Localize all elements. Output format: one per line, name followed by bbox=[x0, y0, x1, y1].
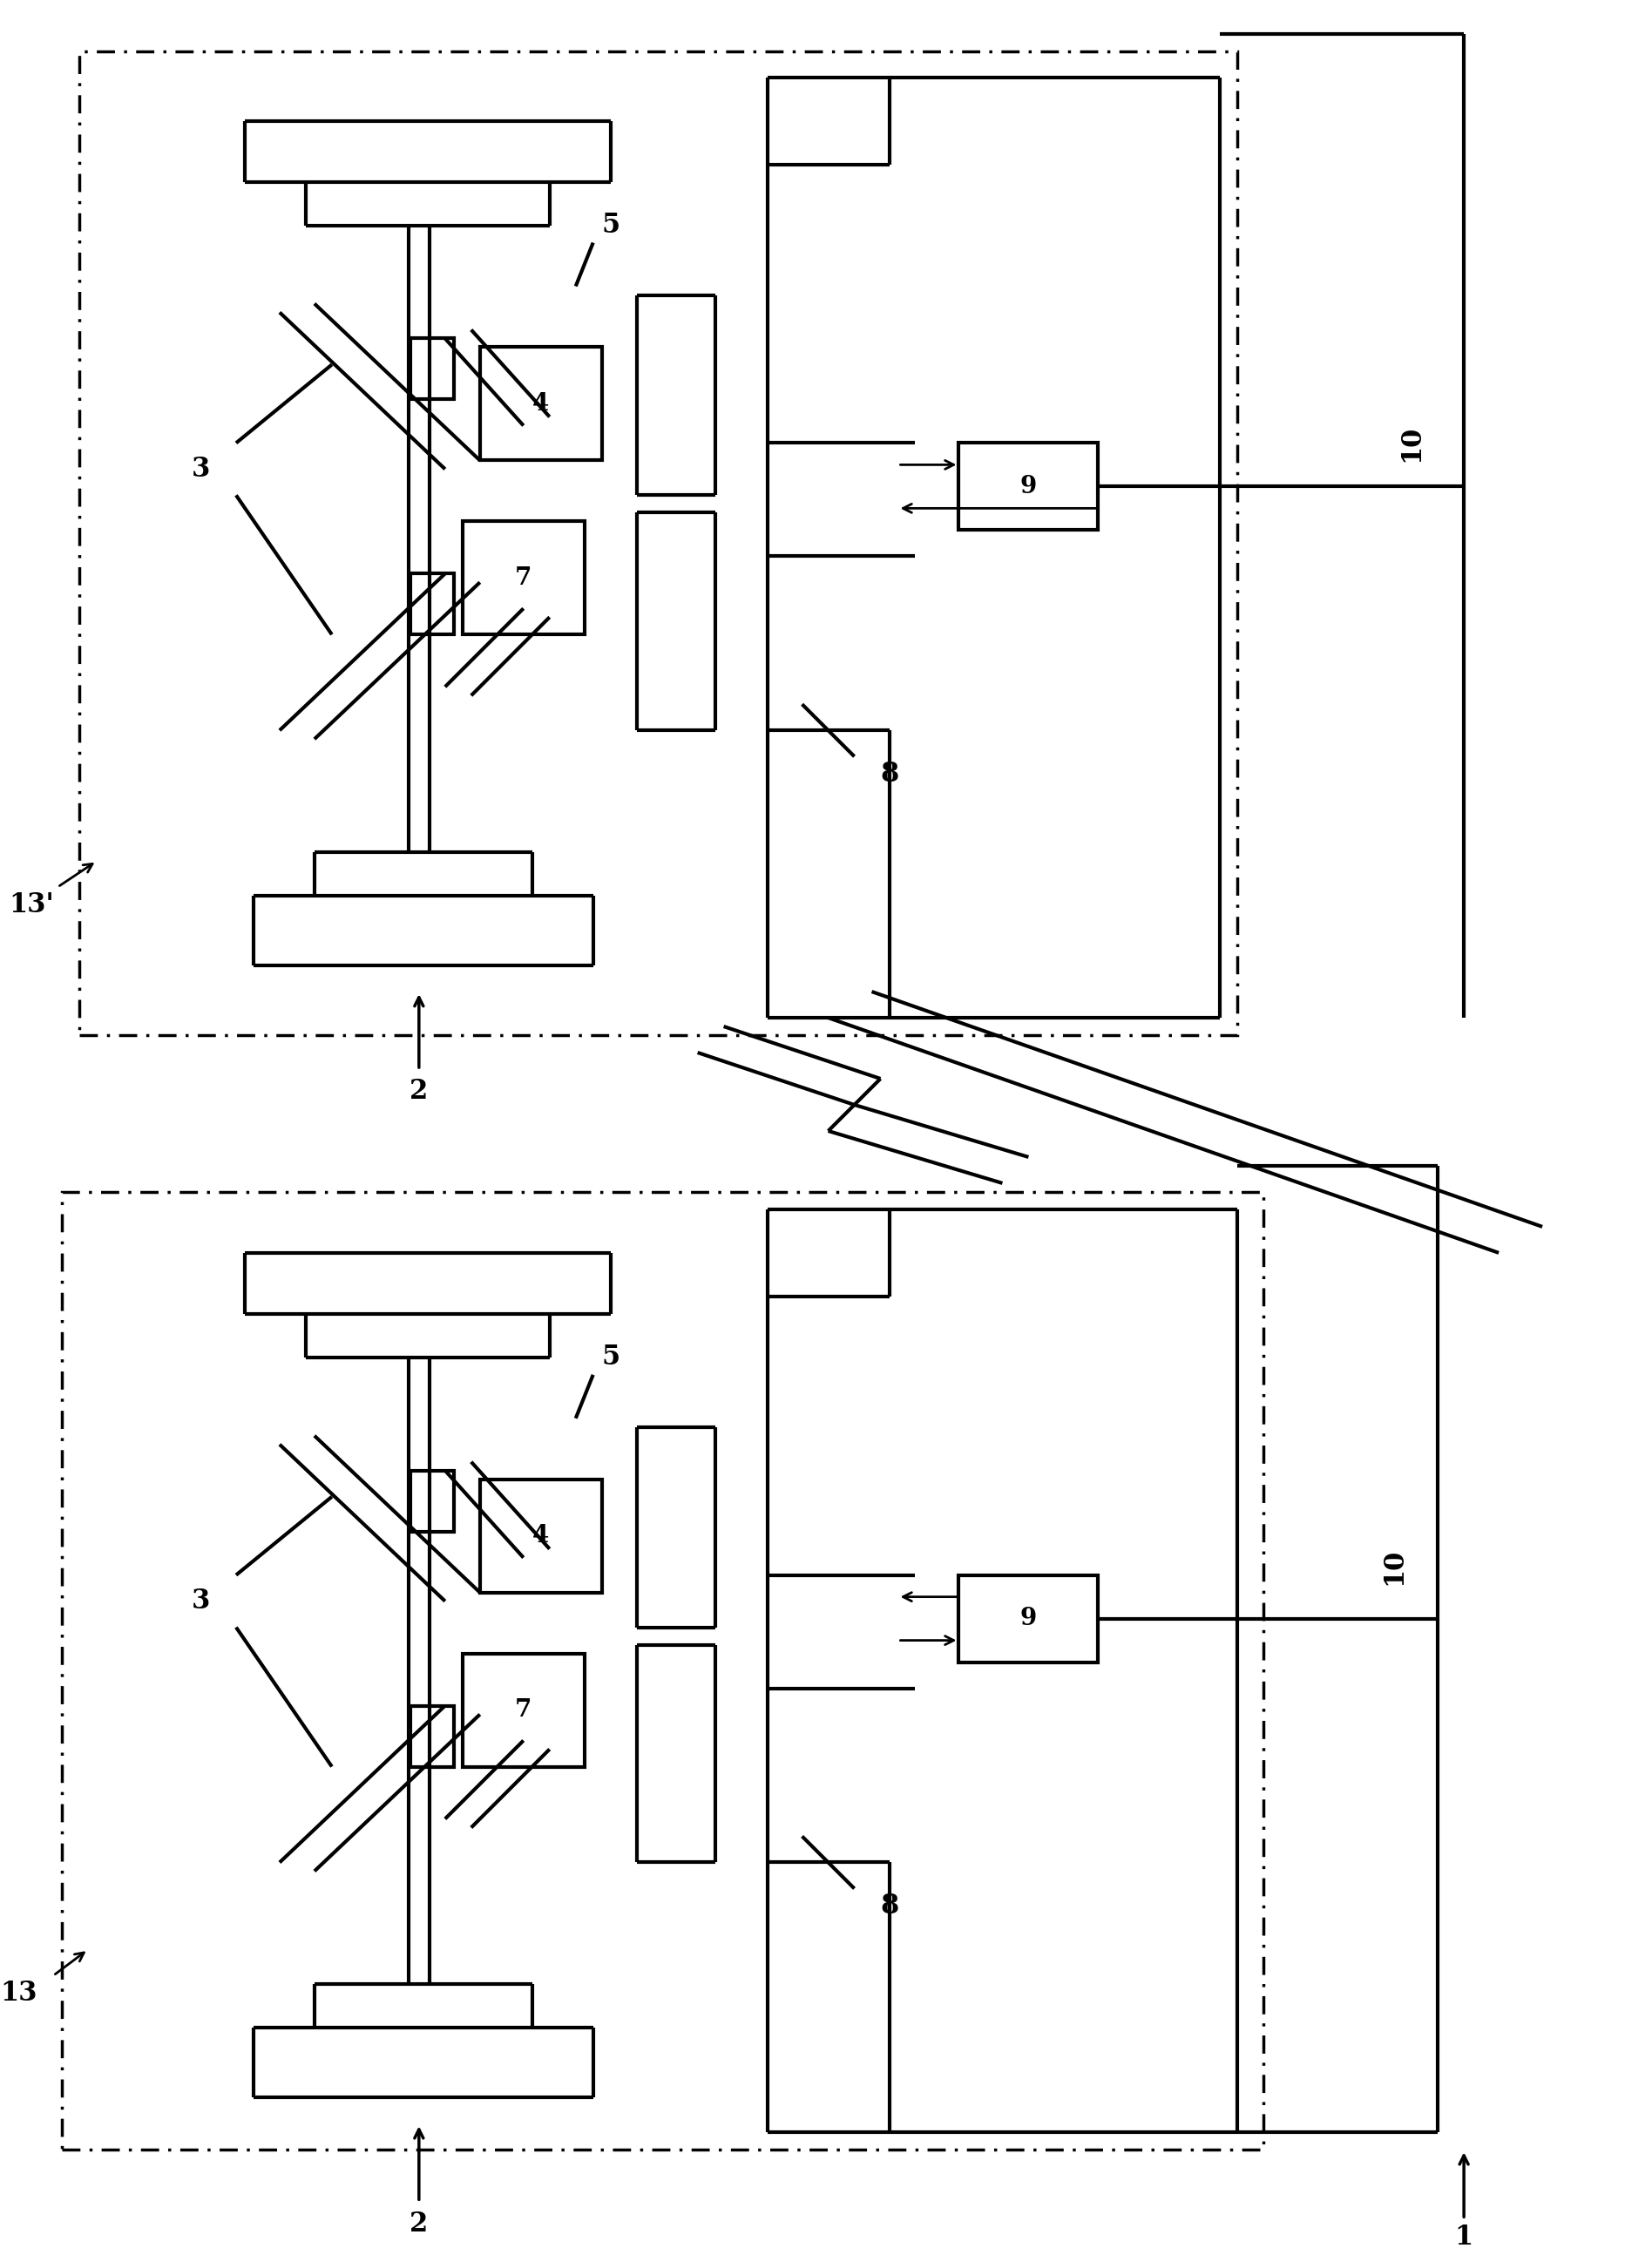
Text: 4: 4 bbox=[532, 1524, 548, 1547]
Text: 2: 2 bbox=[410, 2210, 428, 2237]
Text: 1: 1 bbox=[1455, 2223, 1474, 2250]
Text: 10: 10 bbox=[1381, 1547, 1408, 1585]
Text: 5: 5 bbox=[601, 212, 620, 239]
Bar bbox=[410, 1705, 454, 1766]
Bar bbox=[410, 573, 454, 634]
Text: 7: 7 bbox=[515, 566, 532, 591]
Bar bbox=[410, 338, 454, 399]
Text: 5: 5 bbox=[601, 1344, 620, 1371]
Text: 13: 13 bbox=[0, 1980, 36, 2007]
Bar bbox=[79, 52, 1237, 1035]
Text: 13': 13' bbox=[8, 891, 55, 918]
Text: 2: 2 bbox=[410, 1078, 428, 1105]
Text: 4: 4 bbox=[532, 392, 548, 415]
Text: 7: 7 bbox=[515, 1698, 532, 1723]
Bar bbox=[61, 1193, 1264, 2149]
Text: 8: 8 bbox=[881, 760, 899, 787]
Bar bbox=[958, 1574, 1099, 1662]
Bar bbox=[958, 442, 1099, 530]
Text: 3: 3 bbox=[192, 456, 210, 483]
Text: 8: 8 bbox=[881, 1892, 899, 1919]
Text: 9: 9 bbox=[1021, 1608, 1037, 1630]
Bar bbox=[410, 1470, 454, 1531]
Bar bbox=[481, 347, 601, 460]
Bar bbox=[481, 1479, 601, 1592]
Bar bbox=[463, 521, 585, 634]
Bar bbox=[463, 1653, 585, 1766]
Text: 9: 9 bbox=[1021, 476, 1037, 498]
Text: 10: 10 bbox=[1398, 424, 1426, 462]
Text: 3: 3 bbox=[192, 1588, 210, 1615]
